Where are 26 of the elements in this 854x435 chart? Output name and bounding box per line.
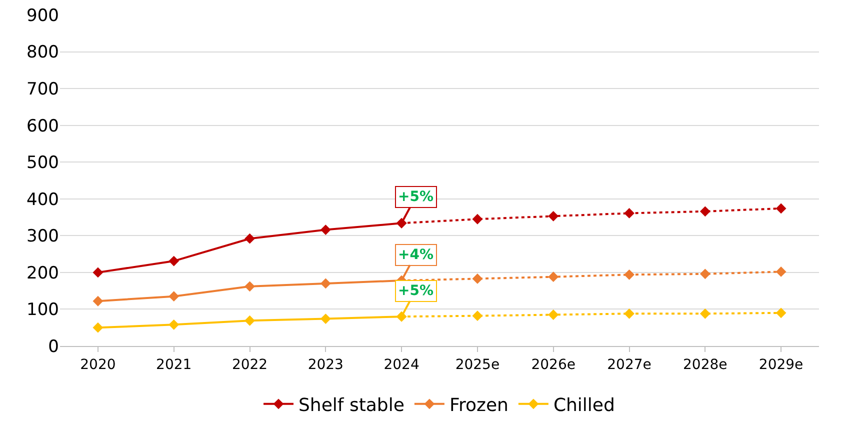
y-tick-label: 900 — [26, 6, 59, 26]
legend-label: Frozen — [449, 394, 508, 416]
x-tick-label: 2025e — [455, 356, 500, 373]
x-tick-label: 2027e — [607, 356, 652, 373]
annotation: +4% — [398, 247, 434, 263]
x-tick-label: 2028e — [683, 356, 728, 373]
x-tick-label: 2029e — [758, 356, 804, 373]
y-tick-label: 200 — [26, 263, 59, 284]
x-tick-label: 2021 — [156, 356, 192, 373]
x-tick-label: 2023 — [308, 356, 344, 373]
y-tick-label: 400 — [26, 190, 59, 210]
x-tick-label: 2026e — [531, 356, 576, 373]
y-tick-label: 700 — [26, 80, 59, 100]
annotation: +5% — [398, 189, 434, 205]
y-tick-label: 600 — [26, 116, 59, 136]
y-tick-label: 500 — [26, 153, 59, 174]
legend-label: Chilled — [553, 394, 615, 416]
y-tick-label: 100 — [26, 300, 59, 320]
x-tick-label: 2022 — [232, 356, 268, 373]
y-tick-label: 0 — [48, 336, 59, 357]
x-tick-label: 2020 — [80, 356, 116, 373]
x-tick-label: 2024 — [384, 356, 420, 373]
legend-label: Shelf stable — [298, 394, 404, 416]
annotation: +5% — [398, 283, 434, 299]
y-tick-label: 300 — [26, 226, 59, 247]
y-tick-label: 800 — [26, 42, 59, 63]
